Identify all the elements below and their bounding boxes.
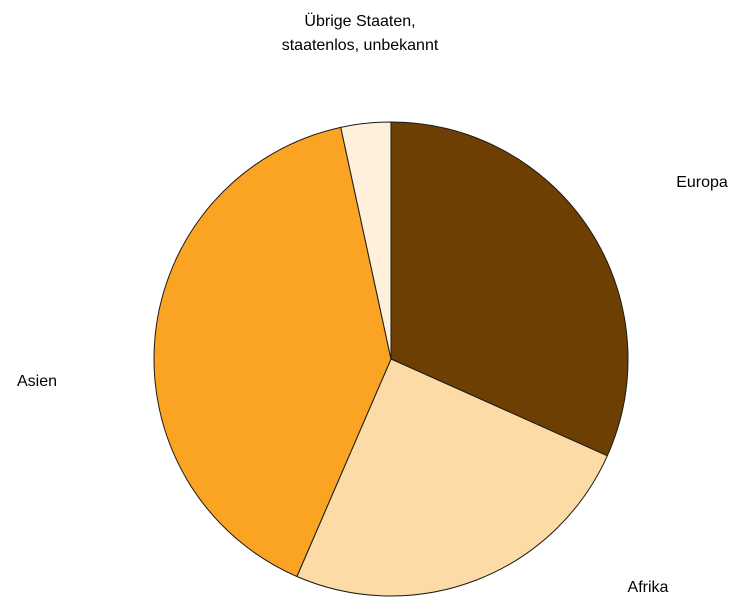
slice-label-line: Europa [676,174,728,191]
slice-label-2: Afrika [628,579,669,596]
slice-label-4: Übrige Staaten, staatenlos, unbekannt [282,12,439,54]
slice-label-line: Übrige Staaten, [304,12,415,30]
pie-slice-2 [296,358,608,597]
pie-slice-4 [340,121,392,360]
slice-label-line: staatenlos, unbekannt [282,37,439,54]
slice-label-line: Asien [17,373,57,390]
pie-slice-1 [390,121,629,457]
slice-label-3: Asien [17,373,57,390]
pie-slice-3 [153,126,392,578]
pie-labels: Europa Afrika Asien Übrige Staaten, staatenl… [17,12,728,596]
pie-slices [153,121,629,597]
slice-label-line: Afrika [628,579,669,596]
slice-label-1: Europa [676,174,728,191]
